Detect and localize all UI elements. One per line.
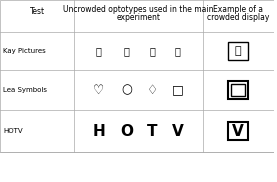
Bar bbox=[228, 122, 248, 140]
Text: 🥿: 🥿 bbox=[96, 46, 102, 56]
Text: Lea Symbols: Lea Symbols bbox=[3, 87, 47, 93]
Text: □: □ bbox=[172, 84, 184, 96]
Text: H: H bbox=[93, 124, 105, 139]
Bar bbox=[228, 81, 248, 99]
Text: 🕐: 🕐 bbox=[124, 46, 129, 56]
Text: 🏠: 🏠 bbox=[149, 46, 155, 56]
Text: crowded display: crowded display bbox=[207, 13, 269, 23]
Text: Kay Pictures: Kay Pictures bbox=[3, 48, 46, 54]
Bar bbox=[231, 84, 245, 96]
Text: Example of a: Example of a bbox=[213, 5, 263, 15]
Text: ○: ○ bbox=[121, 84, 132, 96]
Bar bbox=[0, 0, 274, 152]
Text: ♢: ♢ bbox=[147, 84, 158, 96]
Text: HOTV: HOTV bbox=[3, 128, 23, 134]
Bar bbox=[228, 42, 248, 60]
Text: 🚚: 🚚 bbox=[175, 46, 181, 56]
Text: V: V bbox=[232, 124, 244, 139]
Text: experiment: experiment bbox=[116, 13, 160, 23]
Text: ♡: ♡ bbox=[93, 84, 104, 96]
Text: Uncrowded optotypes used in the main: Uncrowded optotypes used in the main bbox=[63, 5, 214, 15]
Text: Test: Test bbox=[29, 7, 45, 17]
Text: 🕐: 🕐 bbox=[235, 46, 242, 56]
Text: V: V bbox=[172, 124, 184, 139]
Text: T: T bbox=[147, 124, 157, 139]
Text: O: O bbox=[120, 124, 133, 139]
